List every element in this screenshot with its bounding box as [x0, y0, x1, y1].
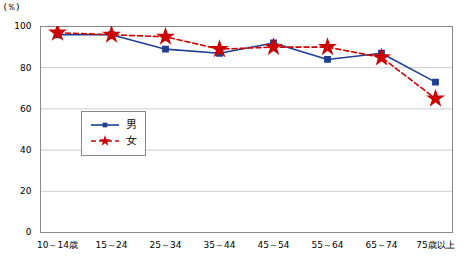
svg-text:75歳以上: 75歳以上: [416, 240, 454, 250]
svg-text:60: 60: [20, 104, 32, 114]
svg-text:80: 80: [20, 63, 32, 73]
svg-text:10～14歳: 10～14歳: [37, 240, 78, 250]
svg-text:35～44: 35～44: [204, 240, 236, 250]
svg-text:65～74: 65～74: [366, 240, 398, 250]
svg-text:55～64: 55～64: [312, 240, 344, 250]
svg-text:20: 20: [20, 186, 32, 196]
svg-text:100: 100: [14, 21, 31, 31]
svg-text:45～54: 45～54: [258, 240, 290, 250]
html-text:男: 男: [126, 118, 137, 131]
svg-text:(％): (％): [4, 2, 20, 12]
svg-text:25～34: 25～34: [150, 240, 182, 250]
html-text:女: 女: [126, 134, 137, 148]
svg-text:0: 0: [26, 227, 32, 237]
svg-text:40: 40: [20, 145, 32, 155]
svg-text:15～24: 15～24: [96, 240, 128, 250]
